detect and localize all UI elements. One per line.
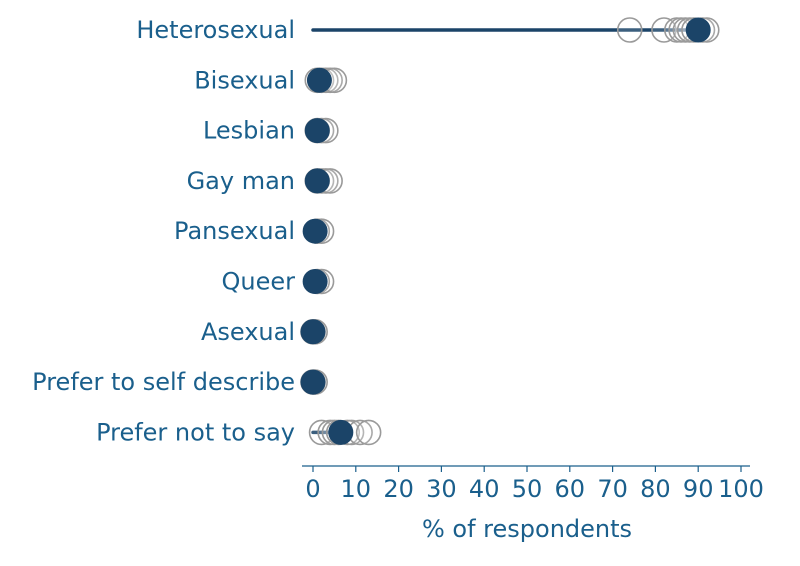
highlighted-point — [302, 269, 328, 294]
comparison-points — [300, 17, 720, 446]
x-tick-label: 20 — [383, 475, 414, 503]
highlighted-point — [304, 168, 330, 194]
category-labels: Heterosexual Bisexual Lesbian Gay man Pansex… — [32, 16, 295, 446]
range-lines — [311, 28, 700, 435]
highlighted-points — [300, 17, 711, 445]
highlighted-point — [300, 319, 326, 345]
x-tick-label: 50 — [512, 475, 543, 503]
category-label: Gay man — [187, 167, 295, 195]
category-label: Queer — [222, 268, 296, 296]
highlighted-point — [328, 419, 354, 445]
highlighted-point — [300, 369, 326, 395]
category-label: Bisexual — [194, 66, 295, 94]
x-tick-label: 30 — [426, 475, 457, 503]
category-label: Pansexual — [174, 217, 295, 245]
category-label: Lesbian — [203, 117, 295, 145]
comparison-point — [355, 419, 382, 446]
x-tick-label: 90 — [683, 475, 714, 503]
category-label: Asexual — [201, 318, 295, 346]
x-axis: 0 10 20 30 40 50 60 70 80 90 100 — [302, 465, 764, 503]
comparison-point — [616, 17, 643, 43]
category-label: Prefer to self describe — [32, 368, 295, 396]
x-tick-label: 0 — [305, 475, 320, 503]
category-label: Heterosexual — [136, 16, 295, 44]
highlighted-point — [685, 17, 711, 43]
x-axis-title: % of respondents — [422, 515, 632, 543]
x-tick-label: 60 — [555, 475, 586, 503]
highlighted-point — [302, 218, 328, 244]
category-label: Prefer not to say — [96, 418, 295, 446]
x-tick-label: 40 — [469, 475, 500, 503]
highlighted-point — [304, 118, 330, 144]
highlighted-point — [306, 67, 332, 93]
x-tick-label: 10 — [341, 475, 372, 503]
x-tick-label: 100 — [718, 475, 764, 503]
x-tick-label: 70 — [597, 475, 628, 503]
x-tick-label: 80 — [640, 475, 671, 503]
